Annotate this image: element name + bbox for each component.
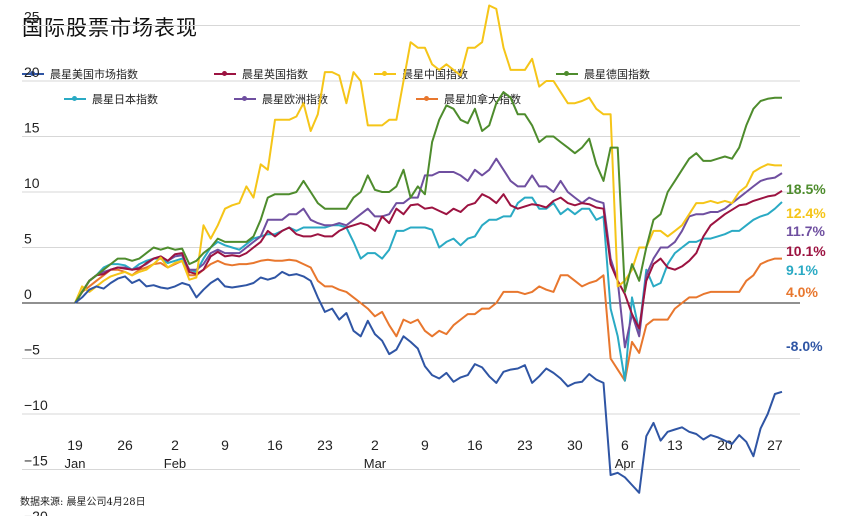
x-month-label: Jan (65, 456, 86, 471)
x-tick-label: 6 (621, 437, 629, 453)
y-tick-label: 25 (24, 9, 40, 25)
legend-label: 晨星欧洲指数 (262, 93, 328, 106)
x-tick-label: 20 (717, 437, 733, 453)
legend-label: 晨星日本指数 (92, 93, 158, 106)
legend-item: 晨星美国市场指数 (22, 66, 138, 82)
x-tick-label: 27 (767, 437, 783, 453)
y-tick-label: −10 (24, 397, 48, 413)
legend-swatch (234, 96, 256, 101)
legend-swatch (22, 71, 44, 76)
series-line-6 (74, 257, 782, 382)
series-end-label: 18.5% (786, 181, 826, 197)
legend-swatch (374, 71, 396, 76)
legend-item: 晨星德国指数 (556, 66, 650, 82)
legend-swatch (214, 71, 236, 76)
series-line-0 (74, 270, 783, 494)
y-tick-label: 10 (24, 175, 40, 191)
y-tick-label: 15 (24, 120, 40, 136)
legend-label: 晨星美国市场指数 (50, 68, 138, 81)
x-tick-label: 19 (67, 437, 83, 453)
x-tick-label: 23 (517, 437, 533, 453)
series-lines (74, 4, 783, 494)
x-tick-label: 26 (117, 437, 133, 453)
legend-item: 晨星中国指数 (374, 66, 468, 82)
x-tick-label: 16 (467, 437, 483, 453)
legend-swatch (416, 96, 438, 101)
x-tick-label: 2 (371, 437, 379, 453)
legend-label: 晨星中国指数 (402, 68, 468, 81)
y-tick-label: 20 (24, 64, 40, 80)
legend-label: 晨星德国指数 (584, 68, 650, 81)
x-tick-label: 23 (317, 437, 333, 453)
legend-item: 晨星欧洲指数 (234, 91, 328, 107)
series-end-label: 11.7% (786, 223, 825, 239)
x-axis-labels: 19 Jan 26 2 Feb 9 16 23 2 Mar 9 16 23 30 6 Apr 13 20 27 (65, 437, 783, 471)
legend-swatch (64, 96, 86, 101)
x-month-label: Apr (615, 456, 636, 471)
x-tick-label: 30 (567, 437, 583, 453)
x-tick-label: 13 (667, 437, 683, 453)
series-line-4 (74, 196, 783, 382)
legend-label: 晨星英国指数 (242, 68, 308, 81)
chart-title: 国际股票市场表现 (22, 16, 198, 40)
series-line-3 (74, 91, 782, 304)
y-tick-label: 5 (24, 231, 32, 247)
x-tick-label: 9 (421, 437, 429, 453)
y-tick-label: 0 (24, 286, 32, 302)
series-end-label: 10.1% (786, 243, 826, 259)
series-end-label: 12.4% (786, 205, 826, 221)
y-tick-label: −15 (24, 453, 48, 469)
x-month-label: Feb (164, 456, 186, 471)
source-note: 数据来源: 晨星公司4月28日 (20, 497, 146, 508)
series-line-1 (74, 190, 783, 330)
legend-swatch (556, 71, 578, 76)
y-tick-label: −20 (24, 508, 48, 516)
legend-item: 晨星日本指数 (64, 91, 158, 107)
x-tick-label: 2 (171, 437, 179, 453)
x-tick-label: 16 (267, 437, 283, 453)
y-tick-label: −5 (24, 342, 40, 358)
end-labels: -8.0% 10.1% 12.4% 18.5% 9.1% 11.7% 4.0% (786, 181, 826, 354)
series-end-label: -8.0% (786, 338, 823, 354)
series-line-2 (74, 4, 782, 304)
series-end-label: 4.0% (786, 284, 818, 300)
series-end-label: 9.1% (786, 262, 818, 278)
x-tick-label: 9 (221, 437, 229, 453)
x-month-label: Mar (364, 456, 387, 471)
gridlines (22, 25, 800, 470)
legend-item: 晨星英国指数 (214, 66, 308, 82)
